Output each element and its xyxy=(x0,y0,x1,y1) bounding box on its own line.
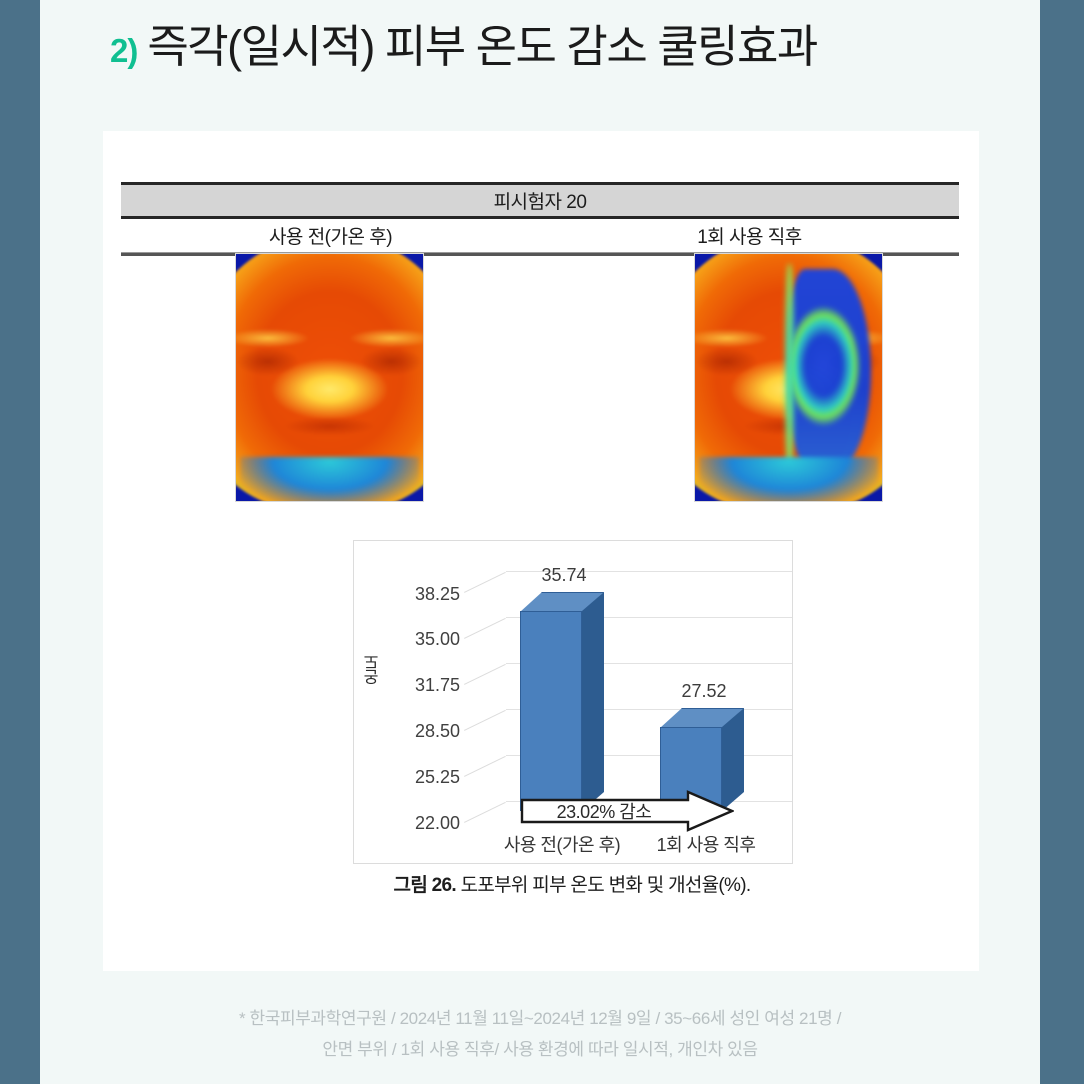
chart-y-axis-title: 온도 xyxy=(365,655,382,685)
figure-caption-label: 그림 26. xyxy=(393,875,457,896)
left-accent-rail xyxy=(0,0,40,1084)
chart-depth-line xyxy=(464,709,506,731)
chart-gridline xyxy=(506,617,792,618)
thermal-brow-left xyxy=(695,328,769,348)
figure-caption: 그림 26. 도포부위 피부 온도 변화 및 개선율(%). xyxy=(353,870,791,897)
y-tick-label: 31.75 xyxy=(414,675,460,695)
figure-caption-text: 도포부위 피부 온도 변화 및 개선율(%). xyxy=(460,875,752,896)
y-tick-label: 25.25 xyxy=(414,767,460,787)
y-tick-label: 28.50 xyxy=(414,721,460,741)
y-tick-label: 35.00 xyxy=(414,629,460,649)
thermal-image-after xyxy=(694,253,883,502)
footnote: * 한국피부과학연구원 / 2024년 11월 11일~2024년 12월 9일… xyxy=(40,1003,1040,1065)
chart-gridline xyxy=(506,663,792,664)
bar-front-face xyxy=(520,611,582,811)
table-top-rule xyxy=(121,182,959,185)
thermal-image-row xyxy=(121,253,959,503)
footnote-line-1: * 한국피부과학연구원 / 2024년 11월 11일~2024년 12월 9일… xyxy=(238,1009,842,1028)
thermal-brow-left xyxy=(236,328,310,348)
thermal-cooling-boundary xyxy=(784,263,795,477)
page-body: 2) 즉각(일시적) 피부 온도 감소 쿨링효과 피시험자 20 사용 전(가온… xyxy=(40,0,1040,1084)
thermal-eye-left xyxy=(695,347,758,376)
chart-depth-line xyxy=(464,755,506,777)
content-card: 피시험자 20 사용 전(가온 후) 1회 사용 직후 xyxy=(103,131,979,971)
table-mid-rule xyxy=(121,216,959,219)
table-column-headers: 사용 전(가온 후) 1회 사용 직후 xyxy=(121,219,959,252)
chart-depth-line xyxy=(464,571,506,593)
thermal-eye-right xyxy=(360,347,423,376)
subject-header-cell: 피시험자 20 xyxy=(121,185,959,216)
reduction-arrow-annotation: 23.02% 감소 xyxy=(520,790,736,832)
reduction-arrow-label: 23.02% 감소 xyxy=(556,802,652,822)
temperature-bar-chart: 온도 38.25 35.00 31.75 28.50 25.25 22.00 xyxy=(353,540,795,900)
bar-value-label-after: 27.52 xyxy=(681,681,727,701)
thermal-neck-after xyxy=(698,456,879,501)
bar-side-face xyxy=(582,592,604,811)
footnote-line-2: 안면 부위 / 1회 사용 직후/ 사용 환경에 따라 일시적, 개인차 있음 xyxy=(322,1040,758,1059)
bar-value-label-before: 35.74 xyxy=(541,565,587,585)
chart-gridline xyxy=(506,755,792,756)
thermal-mouth xyxy=(284,416,375,437)
thermal-eye-left xyxy=(236,347,299,376)
thermal-image-before xyxy=(235,253,424,502)
chart-gridline xyxy=(506,709,792,710)
thermal-cooled-region xyxy=(788,268,871,472)
table-bottom-rule xyxy=(121,252,959,256)
section-number: 2) xyxy=(110,32,138,69)
comparison-table: 피시험자 20 사용 전(가온 후) 1회 사용 직후 xyxy=(121,182,959,256)
chart-gridline xyxy=(506,571,792,572)
bar-side-face xyxy=(722,708,744,811)
right-accent-rail xyxy=(1040,0,1084,1084)
column-header-after: 1회 사용 직후 xyxy=(697,227,802,248)
thermal-brow-right xyxy=(349,328,423,348)
chart-plot-box: 온도 38.25 35.00 31.75 28.50 25.25 22.00 xyxy=(353,540,793,864)
y-tick-label: 38.25 xyxy=(414,584,460,604)
thermogram-after xyxy=(695,254,882,501)
bar-top-face xyxy=(660,708,744,728)
y-tick-label: 22.00 xyxy=(414,813,460,833)
section-title-text: 즉각(일시적) 피부 온도 감소 쿨링효과 xyxy=(147,21,818,72)
chart-depth-line xyxy=(464,663,506,685)
thermal-neck-before xyxy=(239,456,420,501)
page-title: 2) 즉각(일시적) 피부 온도 감소 쿨링효과 xyxy=(110,10,818,75)
column-header-before: 사용 전(가온 후) xyxy=(268,227,393,248)
bar-top-face xyxy=(520,592,604,612)
block-arrow-icon xyxy=(520,790,736,832)
chart-plot-area: 온도 38.25 35.00 31.75 28.50 25.25 22.00 xyxy=(354,541,792,863)
x-category-label-after: 1회 사용 직후 xyxy=(656,835,756,855)
chart-depth-line xyxy=(464,801,506,823)
thermogram-before xyxy=(236,254,423,501)
chart-depth-line xyxy=(464,617,506,639)
bar-before xyxy=(520,611,604,811)
x-category-label-before: 사용 전(가온 후) xyxy=(503,835,621,855)
